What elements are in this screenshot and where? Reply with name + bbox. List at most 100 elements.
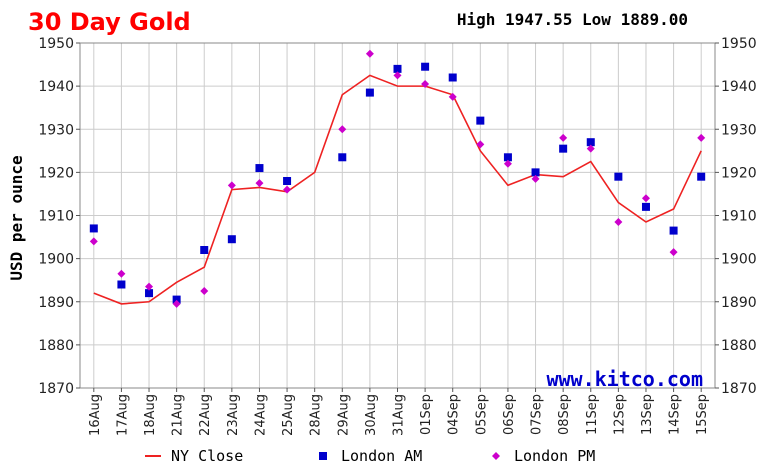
london-pm-point [117, 269, 126, 278]
x-tick-label: 11Sep [585, 394, 600, 435]
y-tick-label-right: 1920 [721, 165, 757, 181]
london-am-point [227, 235, 236, 244]
london-pm-point [172, 299, 181, 308]
x-tick-label: 16Aug [88, 394, 103, 436]
london-am-point [172, 295, 181, 304]
london-pm-point [559, 133, 568, 142]
x-tick-label: 25Aug [281, 394, 296, 436]
london-pm-point [641, 194, 650, 203]
x-tick-label: 07Sep [530, 394, 545, 435]
london-pm-point [393, 71, 402, 80]
y-axis-label: USD per ounce [7, 155, 26, 280]
london-pm-point [255, 179, 264, 188]
y-tick-label-left: 1930 [38, 122, 74, 138]
series-ny-close [93, 74, 702, 305]
london-am-point [697, 172, 706, 181]
series-london-am [89, 62, 706, 304]
ny-close-line [93, 74, 702, 305]
y-tick-label-right: 1900 [721, 252, 757, 268]
y-tick-label-left: 1950 [38, 36, 74, 52]
legend-swatch-square [319, 452, 327, 460]
y-tick-label-left: 1880 [38, 338, 74, 354]
x-tick-label: 28Aug [309, 394, 324, 436]
x-tick-label: 21Aug [171, 394, 186, 436]
london-am-point [503, 153, 512, 162]
london-am-point [421, 62, 430, 71]
london-am-point [145, 289, 154, 298]
london-pm-point [227, 181, 236, 190]
legend-item: London AM [319, 447, 422, 465]
london-am-point [283, 177, 292, 185]
y-tick-label-right: 1880 [721, 338, 757, 354]
x-tick-label: 30Aug [364, 394, 379, 436]
london-pm-point [586, 144, 595, 153]
y-tick-label-right: 1930 [721, 122, 757, 138]
london-am-point [200, 246, 209, 254]
y-tick-label-right: 1910 [721, 209, 757, 225]
x-tick-label: 01Sep [419, 394, 434, 435]
y-tick-label-right: 1870 [721, 381, 757, 397]
y-tick-label-left: 1920 [38, 165, 74, 181]
series-london-pm [89, 49, 706, 308]
x-tick-label: 17Aug [115, 394, 130, 436]
london-am-point [393, 64, 402, 73]
london-pm-point [614, 217, 623, 226]
london-pm-point [145, 282, 154, 291]
london-pm-point [421, 79, 430, 88]
london-pm-point [697, 133, 706, 142]
legend-item: London PM [492, 447, 595, 465]
london-am-point [669, 226, 678, 235]
london-am-point [338, 153, 347, 162]
x-tick-label: 18Aug [143, 394, 158, 436]
legend-swatch-diamond [492, 452, 500, 460]
london-am-point [365, 88, 374, 97]
london-am-point [89, 224, 98, 233]
x-tick-label: 05Sep [474, 394, 489, 435]
london-pm-point [365, 49, 374, 58]
y-tick-label-right: 1940 [721, 79, 757, 95]
london-am-point [559, 144, 568, 153]
y-tick-label-right: 1950 [721, 36, 757, 52]
london-am-point [531, 168, 540, 177]
y-tick-label-left: 1900 [38, 252, 74, 268]
london-pm-point [283, 185, 292, 194]
x-tick-label: 24Aug [253, 394, 268, 436]
london-am-point [448, 73, 457, 82]
x-tick-label: 22Aug [198, 394, 213, 436]
london-pm-point [503, 159, 512, 168]
london-am-point [614, 172, 623, 181]
london-pm-point [89, 237, 98, 246]
x-tick-label: 29Aug [336, 394, 351, 436]
y-tick-label-left: 1890 [38, 295, 74, 311]
x-tick-label: 08Sep [557, 394, 572, 435]
high-low-readout: High 1947.55 Low 1889.00 [457, 10, 688, 29]
grid [80, 42, 715, 389]
london-am-point [586, 138, 595, 147]
london-pm-point [531, 174, 540, 183]
x-axis-ticks: 16Aug 17Aug 18Aug 21Aug 22Aug 23Aug 24Aug 25Aug… [88, 388, 710, 436]
y-axis-ticks: 1870 1870 1880 1880 1890 1890 1900 1900 1910 1910… [38, 36, 756, 397]
source-watermark: www.kitco.com [546, 367, 703, 391]
y-tick-label-left: 1910 [38, 209, 74, 225]
y-tick-label-right: 1890 [721, 295, 757, 311]
london-pm-point [448, 92, 457, 101]
chart-title: 30 Day Gold [28, 8, 191, 36]
y-tick-label-left: 1940 [38, 79, 74, 95]
london-pm-point [200, 286, 209, 295]
london-pm-point [476, 140, 485, 149]
x-tick-label: 12Sep [612, 394, 627, 435]
series-layer [89, 49, 706, 308]
legend: NY Close London AM London PM [145, 447, 595, 465]
x-tick-label: 04Sep [447, 394, 462, 435]
london-pm-point [338, 125, 347, 134]
legend-item: NY Close [145, 447, 243, 465]
legend-label: London PM [514, 447, 595, 465]
london-pm-point [669, 248, 678, 257]
london-am-point [255, 164, 264, 173]
x-tick-label: 15Sep [695, 394, 710, 435]
london-am-point [476, 116, 485, 125]
legend-label: NY Close [171, 447, 243, 465]
x-tick-label: 31Aug [392, 394, 407, 436]
